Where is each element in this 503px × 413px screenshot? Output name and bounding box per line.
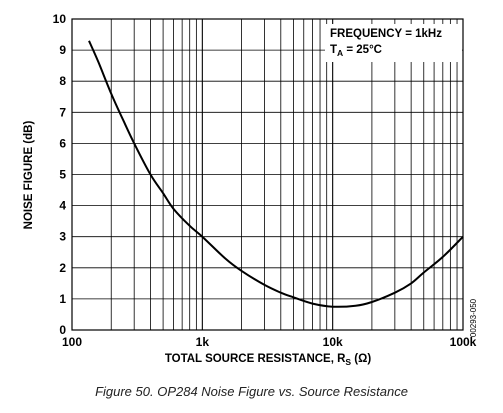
y-axis-title: NOISE FIGURE (dB) <box>23 121 35 230</box>
figure-caption: Figure 50. OP284 Noise Figure vs. Source… <box>95 384 408 399</box>
annotation-frequency: FREQUENCY = 1kHz <box>330 28 442 40</box>
plot-frame <box>71 18 464 331</box>
x-axis-title: TOTAL SOURCE RESISTANCE, RS (Ω) <box>165 353 372 367</box>
x-tick-label: 100 <box>62 335 82 349</box>
y-tick-label: 5 <box>59 168 66 182</box>
annotation-box <box>325 24 462 62</box>
x-tick-label: 10k <box>323 335 343 349</box>
noise-figure-chart: 0 1 2 3 4 5 6 7 8 9 10 100 1k 10k 100k FREQUENCY = 1k… <box>23 12 478 367</box>
y-tick-label: 2 <box>59 261 66 275</box>
y-tick-label: 7 <box>59 105 66 119</box>
noise-figure-line <box>88 40 464 308</box>
y-tick-label: 1 <box>59 292 66 306</box>
plot-grid <box>72 19 463 330</box>
y-tick-labels: 0 1 2 3 4 5 6 7 8 9 10 <box>53 12 67 337</box>
y-tick-label: 0 <box>59 323 66 337</box>
y-tick-label: 6 <box>59 136 66 150</box>
x-tick-labels: 100 1k 10k 100k <box>62 335 477 349</box>
y-tick-label: 9 <box>59 43 66 57</box>
figure-id: 00293-050 <box>469 298 478 337</box>
y-tick-label: 10 <box>53 12 67 26</box>
x-tick-label: 100k <box>450 335 477 349</box>
annotation-temperature: TA = 25°C <box>330 44 382 58</box>
y-tick-label: 4 <box>59 199 66 213</box>
x-tick-label: 1k <box>196 335 210 349</box>
y-tick-label: 3 <box>59 230 66 244</box>
y-tick-label: 8 <box>59 74 66 88</box>
